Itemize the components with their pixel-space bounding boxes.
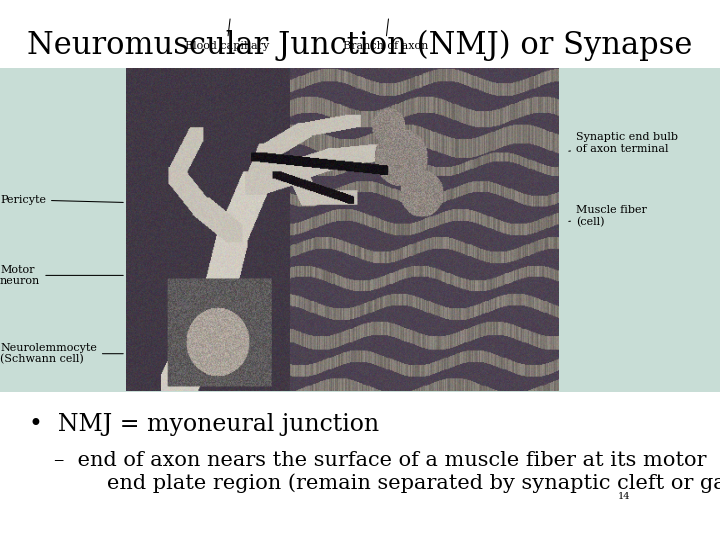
Text: Neuromuscular Junction (NMJ) or Synapse: Neuromuscular Junction (NMJ) or Synapse xyxy=(27,30,693,61)
Text: Neurolemmocyte
(Schwann cell): Neurolemmocyte (Schwann cell) xyxy=(0,343,123,364)
Text: Branch of axon: Branch of axon xyxy=(343,19,428,51)
Text: Motor
neuron: Motor neuron xyxy=(0,265,123,286)
Text: •  NMJ = myoneural junction: • NMJ = myoneural junction xyxy=(29,413,379,436)
Text: Muscle fiber
(cell): Muscle fiber (cell) xyxy=(569,205,647,227)
Text: 14: 14 xyxy=(618,491,630,501)
Text: –  end of axon nears the surface of a muscle fiber at its motor
        end plat: – end of axon nears the surface of a mus… xyxy=(54,451,720,492)
Text: Blood capillary: Blood capillary xyxy=(184,19,269,51)
Bar xyxy=(0,68,720,392)
Text: Synaptic end bulb
of axon terminal: Synaptic end bulb of axon terminal xyxy=(569,132,678,154)
Text: Pericyte: Pericyte xyxy=(0,195,123,205)
